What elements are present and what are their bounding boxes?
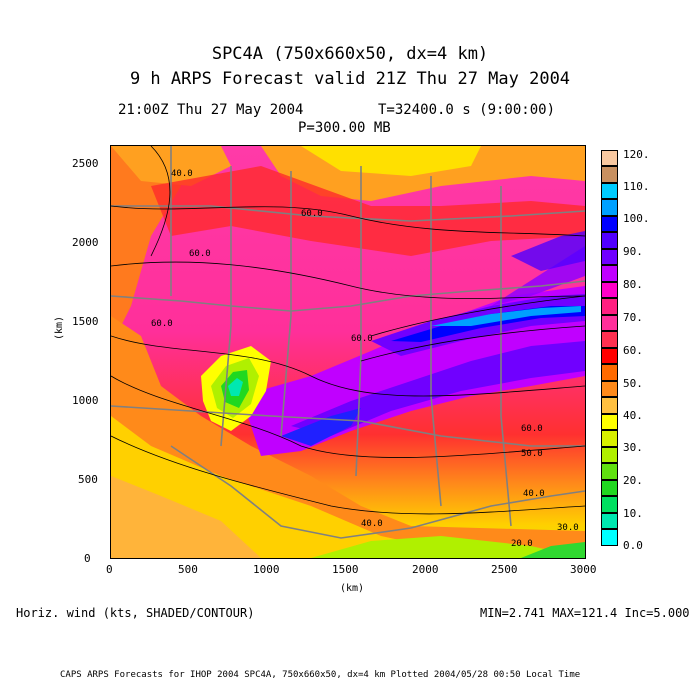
colorbar-swatch (601, 364, 618, 381)
colorbar-swatch (601, 397, 618, 414)
south-yellow-band (111, 416, 585, 558)
x-tick: 0 (106, 563, 113, 576)
colorbar-swatch (601, 513, 618, 529)
colorbar-swatch (601, 348, 618, 364)
colorbar-label: 80. (623, 278, 643, 291)
x-tick: 500 (178, 563, 198, 576)
y-axis-label: (km) (54, 315, 65, 340)
x-tick: 2000 (412, 563, 439, 576)
colorbar-label: 120. (623, 148, 650, 161)
colorbar-label: 10. (623, 507, 643, 520)
colorbar-label: 90. (623, 245, 643, 258)
plot-title: SPC4A (750x660x50, dx=4 km) (211, 44, 489, 64)
great-lakes-violet (511, 231, 585, 271)
footer-note: CAPS ARPS Forecasts for IHOP 2004 SPC4A,… (60, 670, 581, 680)
contour-label: 30.0 (557, 523, 579, 533)
colorbar-swatch (601, 430, 618, 447)
jet-blue-south (281, 408, 361, 446)
valid-time: 21:00Z Thu 27 May 2004 (118, 102, 304, 118)
low-wind-cyan (228, 378, 243, 396)
north-yellow-band (301, 146, 481, 176)
contour-label: 60.0 (351, 334, 373, 344)
colorbar-label: 50. (623, 377, 643, 390)
colorbar-swatch (601, 529, 618, 546)
contour-label: 40.0 (361, 519, 383, 529)
colorbar-label: 20. (623, 474, 643, 487)
y-tick: 0 (84, 552, 91, 565)
colorbar-swatch (601, 265, 618, 282)
jet-violet (291, 341, 585, 436)
contour-lines (111, 146, 585, 515)
colorbar-label: 0.0 (623, 539, 643, 552)
map-field: 60.0 60.0 60.0 40.0 60.0 60.0 50.0 40.0 … (111, 146, 585, 558)
colorbar-label: 100. (623, 212, 650, 225)
contour-label: 60.0 (151, 319, 173, 329)
colorbar-label: 110. (623, 180, 650, 193)
x-tick: 1500 (332, 563, 359, 576)
x-axis-label: (km) (340, 583, 365, 594)
contour-label: 60.0 (521, 424, 543, 434)
colorbar-swatch (601, 447, 618, 463)
model-time: T=32400.0 s (9:00:00) (378, 102, 556, 118)
x-tick: 3000 (570, 563, 597, 576)
colorbar-swatch (601, 282, 618, 298)
colorbar-swatch (601, 166, 618, 183)
contour-label: 60.0 (301, 209, 323, 219)
x-tick: 2500 (491, 563, 518, 576)
field-stats: MIN=2.741 MAX=121.4 Inc=5.000 (480, 606, 690, 620)
wind-speed-map: 60.0 60.0 60.0 40.0 60.0 60.0 50.0 40.0 … (110, 145, 586, 559)
y-tick: 500 (78, 473, 98, 486)
gulf-green-core (521, 542, 585, 558)
field-description: Horiz. wind (kts, SHADED/CONTOUR) (16, 606, 255, 620)
colorbar-swatch (601, 298, 618, 315)
colorbar-swatch (601, 480, 618, 496)
y-tick: 1500 (72, 315, 99, 328)
x-tick: 1000 (253, 563, 280, 576)
north-red-band (151, 166, 585, 256)
y-tick: 1000 (72, 394, 99, 407)
colorbar-label: 40. (623, 409, 643, 422)
colorbar-swatch (601, 463, 618, 480)
colorbar-swatch (601, 496, 618, 513)
colorbar-swatch (601, 150, 618, 166)
mexico-orange (111, 476, 261, 558)
colorbar-swatch (601, 414, 618, 430)
gulf-green-band (311, 536, 585, 558)
contour-label: 60.0 (189, 249, 211, 259)
contour-label-group: 60.0 60.0 60.0 40.0 60.0 60.0 50.0 40.0 … (151, 169, 579, 549)
contour-label: 50.0 (521, 449, 543, 459)
colorbar-label: 70. (623, 311, 643, 324)
contour-label: 40.0 (171, 169, 193, 179)
contour-label: 40.0 (523, 489, 545, 499)
colorbar-swatch (601, 216, 618, 232)
colorbar-swatch (601, 249, 618, 265)
pressure-level: P=300.00 MB (298, 120, 391, 136)
colorbar-label: 60. (623, 344, 643, 357)
y-tick: 2500 (72, 157, 99, 170)
jet-cyan-core (431, 306, 581, 326)
plot-subtitle: 9 h ARPS Forecast valid 21Z Thu 27 May 2… (129, 69, 571, 89)
colorbar-label: 30. (623, 441, 643, 454)
colorbar-swatch (601, 183, 618, 199)
colorbar-swatch (601, 315, 618, 331)
colorbar-swatch (601, 381, 618, 397)
colorbar-swatch (601, 331, 618, 348)
contour-label: 20.0 (511, 539, 533, 549)
colorbar-swatch (601, 232, 618, 249)
colorbar-swatch (601, 199, 618, 216)
y-tick: 2000 (72, 236, 99, 249)
